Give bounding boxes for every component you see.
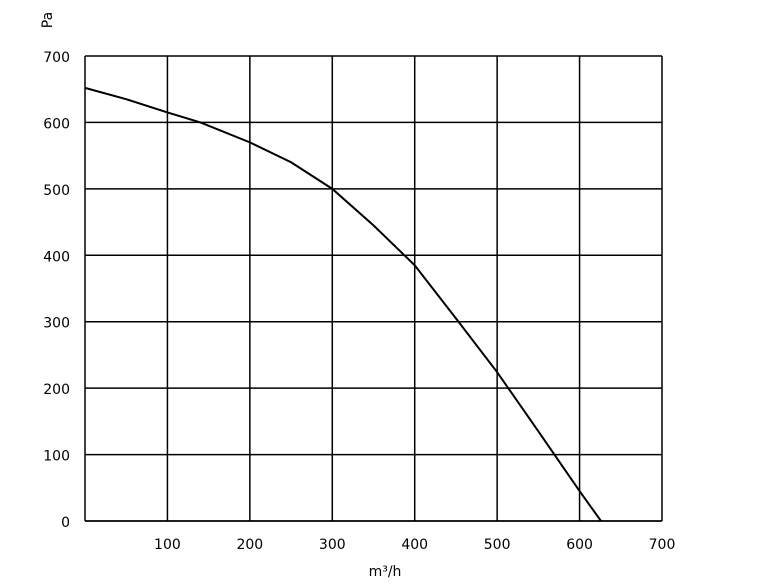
curve [84,86,602,522]
x-tick-label: 600 [566,537,593,553]
x-tick-label: 700 [649,537,676,553]
x-tick-label: 400 [401,537,428,553]
y-tick-label: 700 [43,50,70,66]
x-tick-label: 200 [236,537,263,553]
y-tick-label: 600 [43,116,70,132]
y-tick-label: 0 [61,515,70,531]
y-axis-label: Pa [40,12,56,28]
y-tick-label: 200 [43,382,70,398]
x-tick-label: 300 [319,537,346,553]
x-axis-label: m³/h [369,564,402,580]
y-tick-label: 400 [43,249,70,265]
x-tick-label: 100 [154,537,181,553]
y-tick-label: 500 [43,183,70,199]
y-tick-label: 300 [43,316,70,332]
x-tick-label: 500 [484,537,511,553]
y-tick-label: 100 [43,449,70,465]
